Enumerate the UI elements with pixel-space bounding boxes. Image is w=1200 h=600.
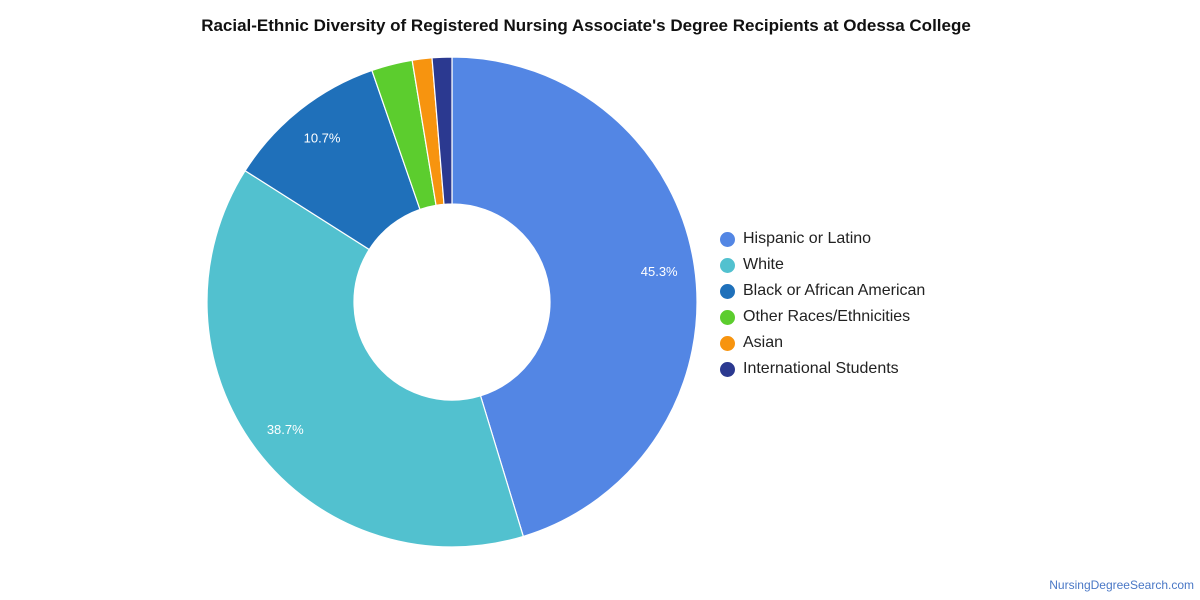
legend-label-3: Other Races/Ethnicities — [743, 308, 911, 325]
legend-marker-5 — [720, 361, 735, 377]
legend-label-0: Hispanic or Latino — [743, 230, 872, 247]
legend-item-0[interactable]: Hispanic or Latino — [720, 226, 925, 252]
legend-item-4[interactable]: Asian — [720, 330, 925, 356]
slice-value-label-2: 10.7% — [304, 131, 341, 146]
legend-label-4: Asian — [743, 334, 784, 351]
chart-title: Racial-Ethnic Diversity of Registered Nu… — [201, 16, 971, 35]
source-watermark[interactable]: NursingDegreeSearch.com — [1049, 578, 1194, 592]
legend-item-2[interactable]: Black or African American — [720, 278, 925, 304]
legend-marker-2 — [720, 283, 735, 299]
slice-value-label-1: 38.7% — [267, 422, 304, 437]
chart-legend: Hispanic or Latino White Black or African … — [720, 226, 925, 382]
legend-item-3[interactable]: Other Races/Ethnicities — [720, 304, 925, 330]
legend-label-1: White — [743, 256, 784, 273]
legend-item-5[interactable]: International Students — [720, 356, 925, 382]
legend-marker-4 — [720, 335, 735, 351]
donut-slice-1[interactable] — [206, 169, 525, 548]
donut-slice-5[interactable] — [431, 56, 453, 205]
donut-slice-2[interactable] — [244, 69, 421, 251]
legend-label-2: Black or African American — [743, 282, 926, 299]
legend-label-5: International Students — [743, 360, 899, 377]
legend-marker-0 — [720, 231, 735, 247]
legend-marker-1 — [720, 257, 735, 273]
slice-value-label-0: 45.3% — [641, 264, 678, 279]
donut-slice-0[interactable] — [451, 56, 698, 538]
legend-item-1[interactable]: White — [720, 252, 925, 278]
legend-marker-3 — [720, 309, 735, 325]
